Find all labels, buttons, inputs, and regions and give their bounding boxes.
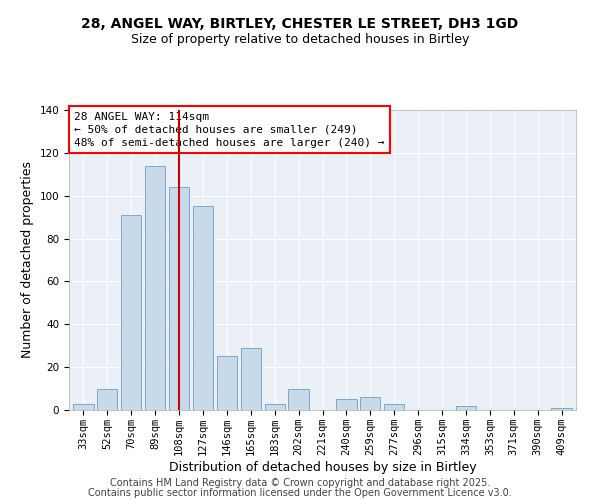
Bar [289,388,309,410]
Bar [169,187,189,410]
Bar [265,404,285,410]
Bar [551,408,572,410]
Bar [145,166,165,410]
Bar [193,206,213,410]
X-axis label: Distribution of detached houses by size in Birtley: Distribution of detached houses by size … [169,460,476,473]
Bar [336,400,356,410]
Bar [456,406,476,410]
Text: Contains public sector information licensed under the Open Government Licence v3: Contains public sector information licen… [88,488,512,498]
Text: 28, ANGEL WAY, BIRTLEY, CHESTER LE STREET, DH3 1GD: 28, ANGEL WAY, BIRTLEY, CHESTER LE STREE… [82,18,518,32]
Bar [241,348,261,410]
Y-axis label: Number of detached properties: Number of detached properties [21,162,34,358]
Text: Contains HM Land Registry data © Crown copyright and database right 2025.: Contains HM Land Registry data © Crown c… [110,478,490,488]
Bar [217,356,237,410]
Bar [73,404,94,410]
Bar [384,404,404,410]
Bar [360,397,380,410]
Text: Size of property relative to detached houses in Birtley: Size of property relative to detached ho… [131,32,469,46]
Text: 28 ANGEL WAY: 114sqm
← 50% of detached houses are smaller (249)
48% of semi-deta: 28 ANGEL WAY: 114sqm ← 50% of detached h… [74,112,385,148]
Bar [97,388,118,410]
Bar [121,215,142,410]
